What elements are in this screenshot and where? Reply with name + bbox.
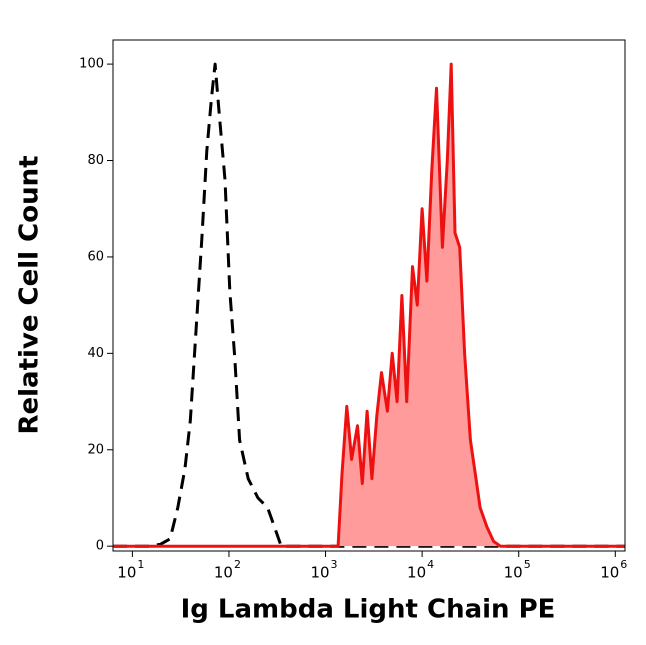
x-tick-label: 10 bbox=[600, 564, 619, 582]
y-tick-label: 60 bbox=[87, 249, 104, 264]
y-axis-label: Relative Cell Count bbox=[15, 155, 45, 434]
y-tick-label: 0 bbox=[96, 539, 104, 554]
y-tick-label: 100 bbox=[79, 57, 104, 72]
x-tick-label: 10 bbox=[117, 564, 136, 582]
x-tick-exponent: 5 bbox=[524, 558, 531, 571]
area bbox=[113, 64, 625, 547]
x-tick-exponent: 2 bbox=[234, 558, 241, 571]
x-tick-label: 10 bbox=[407, 564, 426, 582]
x-tick-exponent: 6 bbox=[620, 558, 627, 571]
x-tick-exponent: 4 bbox=[427, 558, 434, 571]
x-tick-exponent: 1 bbox=[137, 558, 144, 571]
x-tick-label: 10 bbox=[214, 564, 233, 582]
histogram-line bbox=[113, 62, 625, 548]
x-tick-label: 10 bbox=[310, 564, 329, 582]
plot-frame bbox=[112, 39, 626, 552]
y-tick-label: 80 bbox=[87, 153, 104, 168]
histogram-line bbox=[113, 62, 625, 548]
y-tick-label: 20 bbox=[87, 442, 104, 457]
x-tick-label: 10 bbox=[504, 564, 523, 582]
x-tick-exponent: 3 bbox=[331, 558, 338, 571]
x-axis-label: Ig Lambda Light Chain PE bbox=[181, 595, 556, 625]
y-tick-label: 40 bbox=[87, 346, 104, 361]
